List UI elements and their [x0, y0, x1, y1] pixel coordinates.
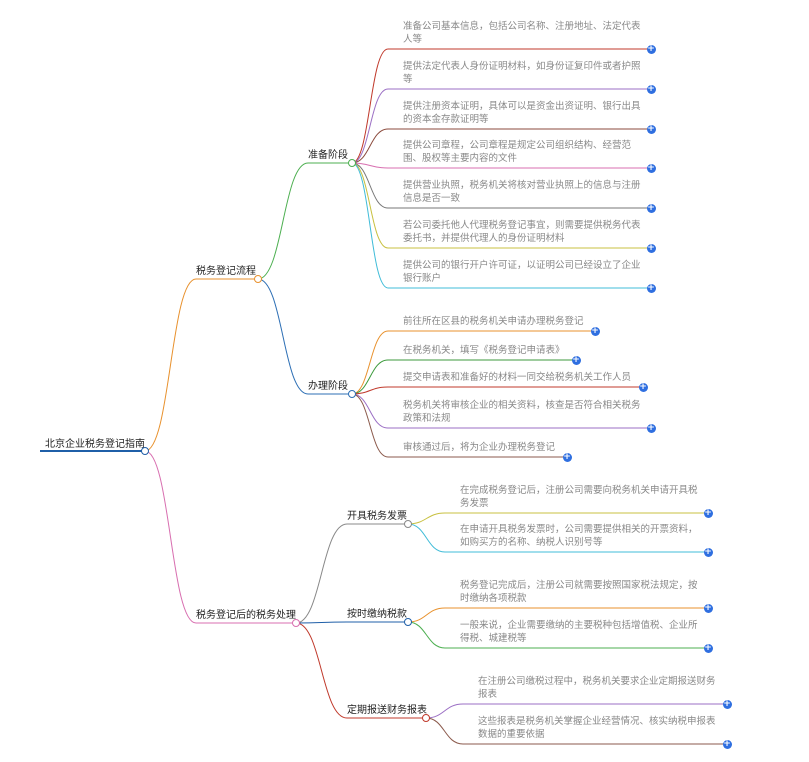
leaf-connector — [351, 48, 389, 164]
branch-toggle[interactable] — [292, 619, 300, 627]
subbranch-toggle[interactable] — [348, 390, 356, 398]
leaf-connector — [351, 128, 389, 164]
leaf-node: 在注册公司缴税过程中，税务机关要求企业定期报送财务报表 — [478, 676, 716, 700]
plus-circle-icon[interactable]: + — [646, 202, 656, 213]
plus-circle-icon[interactable]: + — [638, 381, 648, 392]
leaf-node: 一般来说，企业需要缴纳的主要税种包括增值税、企业所得税、城建税等 — [460, 620, 698, 644]
subbranch-toggle[interactable] — [422, 714, 430, 722]
plus-circle-icon[interactable]: + — [703, 642, 713, 653]
plus-circle-icon[interactable]: + — [703, 507, 713, 518]
subbranch-node: 定期报送财务报表 — [347, 705, 427, 716]
leaf-connector — [351, 393, 389, 429]
plus-circle-icon[interactable]: + — [703, 602, 713, 613]
leaf-node: 这些报表是税务机关掌握企业经营情况、核实纳税申报表数据的重要依据 — [478, 716, 716, 740]
subbranch-toggle[interactable] — [404, 618, 412, 626]
leaf-connector — [351, 162, 389, 289]
subbranch-node: 办理阶段 — [308, 381, 348, 392]
leaf-node: 提供营业执照，税务机关将核对营业执照上的信息与注册信息是否一致 — [403, 180, 641, 204]
branch-node: 税务登记流程 — [196, 266, 256, 277]
plus-circle-icon[interactable]: + — [646, 162, 656, 173]
branch-connector — [144, 278, 197, 452]
subbranch-toggle[interactable] — [404, 520, 412, 528]
leaf-connector — [351, 386, 389, 395]
leaf-connector — [351, 393, 389, 458]
plus-circle-icon[interactable]: + — [646, 422, 656, 433]
leaf-node: 税务机关将审核企业的相关资料，核查是否符合相关税务政策和法规 — [403, 400, 641, 424]
leaf-node: 提供公司章程，公司章程是规定公司组织结构、经营范围、股权等主要内容的文件 — [403, 140, 632, 164]
subbranch-connector — [295, 523, 348, 624]
plus-circle-icon[interactable]: + — [562, 451, 572, 462]
leaf-connector — [351, 162, 389, 249]
leaf-node: 提供法定代表人身份证明材料，如身份证复印件或者护照等 — [403, 61, 641, 85]
leaf-connector — [407, 523, 446, 553]
plus-circle-icon[interactable]: + — [722, 738, 732, 749]
plus-circle-icon[interactable]: + — [703, 546, 713, 557]
leaf-node: 提供注册资本证明，具体可以是资金出资证明、银行出具的资本金存款证明等 — [403, 101, 641, 125]
subbranch-connector — [295, 621, 348, 624]
leaf-connector — [425, 717, 464, 745]
leaf-node: 提供公司的银行开户许可证，以证明公司已经设立了企业银行账户 — [403, 260, 641, 284]
branch-node: 税务登记后的税务处理 — [196, 610, 296, 621]
branch-connector — [144, 450, 197, 624]
leaf-connector — [351, 88, 389, 164]
leaf-node: 准备公司基本信息，包括公司名称、注册地址、法定代表人等 — [403, 21, 641, 45]
leaf-node: 在申请开具税务发票时，公司需要提供相关的开票资料，如购买方的名称、纳税人识别号等 — [460, 524, 698, 548]
subbranch-node: 按时缴纳税款 — [347, 609, 407, 620]
plus-circle-icon[interactable]: + — [646, 123, 656, 134]
leaf-node: 税务登记完成后，注册公司就需要按照国家税法规定，按时缴纳各项税款 — [460, 580, 698, 604]
leaf-connector — [351, 330, 389, 395]
subbranch-toggle[interactable] — [348, 159, 356, 167]
leaf-node: 若公司委托他人代理税务登记事宜，则需要提供税务代表委托书，并提供代理人的身份证明… — [403, 220, 641, 244]
leaf-connector — [351, 359, 389, 395]
plus-circle-icon[interactable]: + — [590, 325, 600, 336]
leaf-node: 审核通过后，将为企业办理税务登记 — [403, 442, 556, 453]
leaf-connector — [407, 621, 446, 649]
plus-circle-icon[interactable]: + — [571, 354, 581, 365]
branch-toggle[interactable] — [254, 275, 262, 283]
subbranch-connector — [295, 622, 348, 719]
leaf-connector — [425, 703, 464, 719]
plus-circle-icon[interactable]: + — [646, 43, 656, 54]
leaf-node: 在完成税务登记后，注册公司需要向税务机关申请开具税务发票 — [460, 485, 698, 509]
leaf-node: 在税务机关，填写《税务登记申请表》 — [403, 345, 565, 356]
plus-circle-icon[interactable]: + — [646, 242, 656, 253]
root-node: 北京企业税务登记指南 — [45, 439, 145, 450]
leaf-connector — [407, 607, 446, 623]
leaf-connector — [407, 512, 446, 525]
root-toggle[interactable] — [141, 447, 149, 455]
subbranch-connector — [257, 162, 309, 280]
leaf-connector — [351, 162, 389, 169]
leaf-node: 提交申请表和准备好的材料一同交给税务机关工作人员 — [403, 372, 632, 383]
leaf-connector — [351, 162, 389, 209]
plus-circle-icon[interactable]: + — [646, 83, 656, 94]
plus-circle-icon[interactable]: + — [646, 282, 656, 293]
plus-circle-icon[interactable]: + — [722, 698, 732, 709]
leaf-node: 前往所在区县的税务机关申请办理税务登记 — [403, 316, 584, 327]
subbranch-node: 准备阶段 — [308, 150, 348, 161]
subbranch-node: 开具税务发票 — [347, 511, 407, 522]
subbranch-connector — [257, 278, 309, 395]
